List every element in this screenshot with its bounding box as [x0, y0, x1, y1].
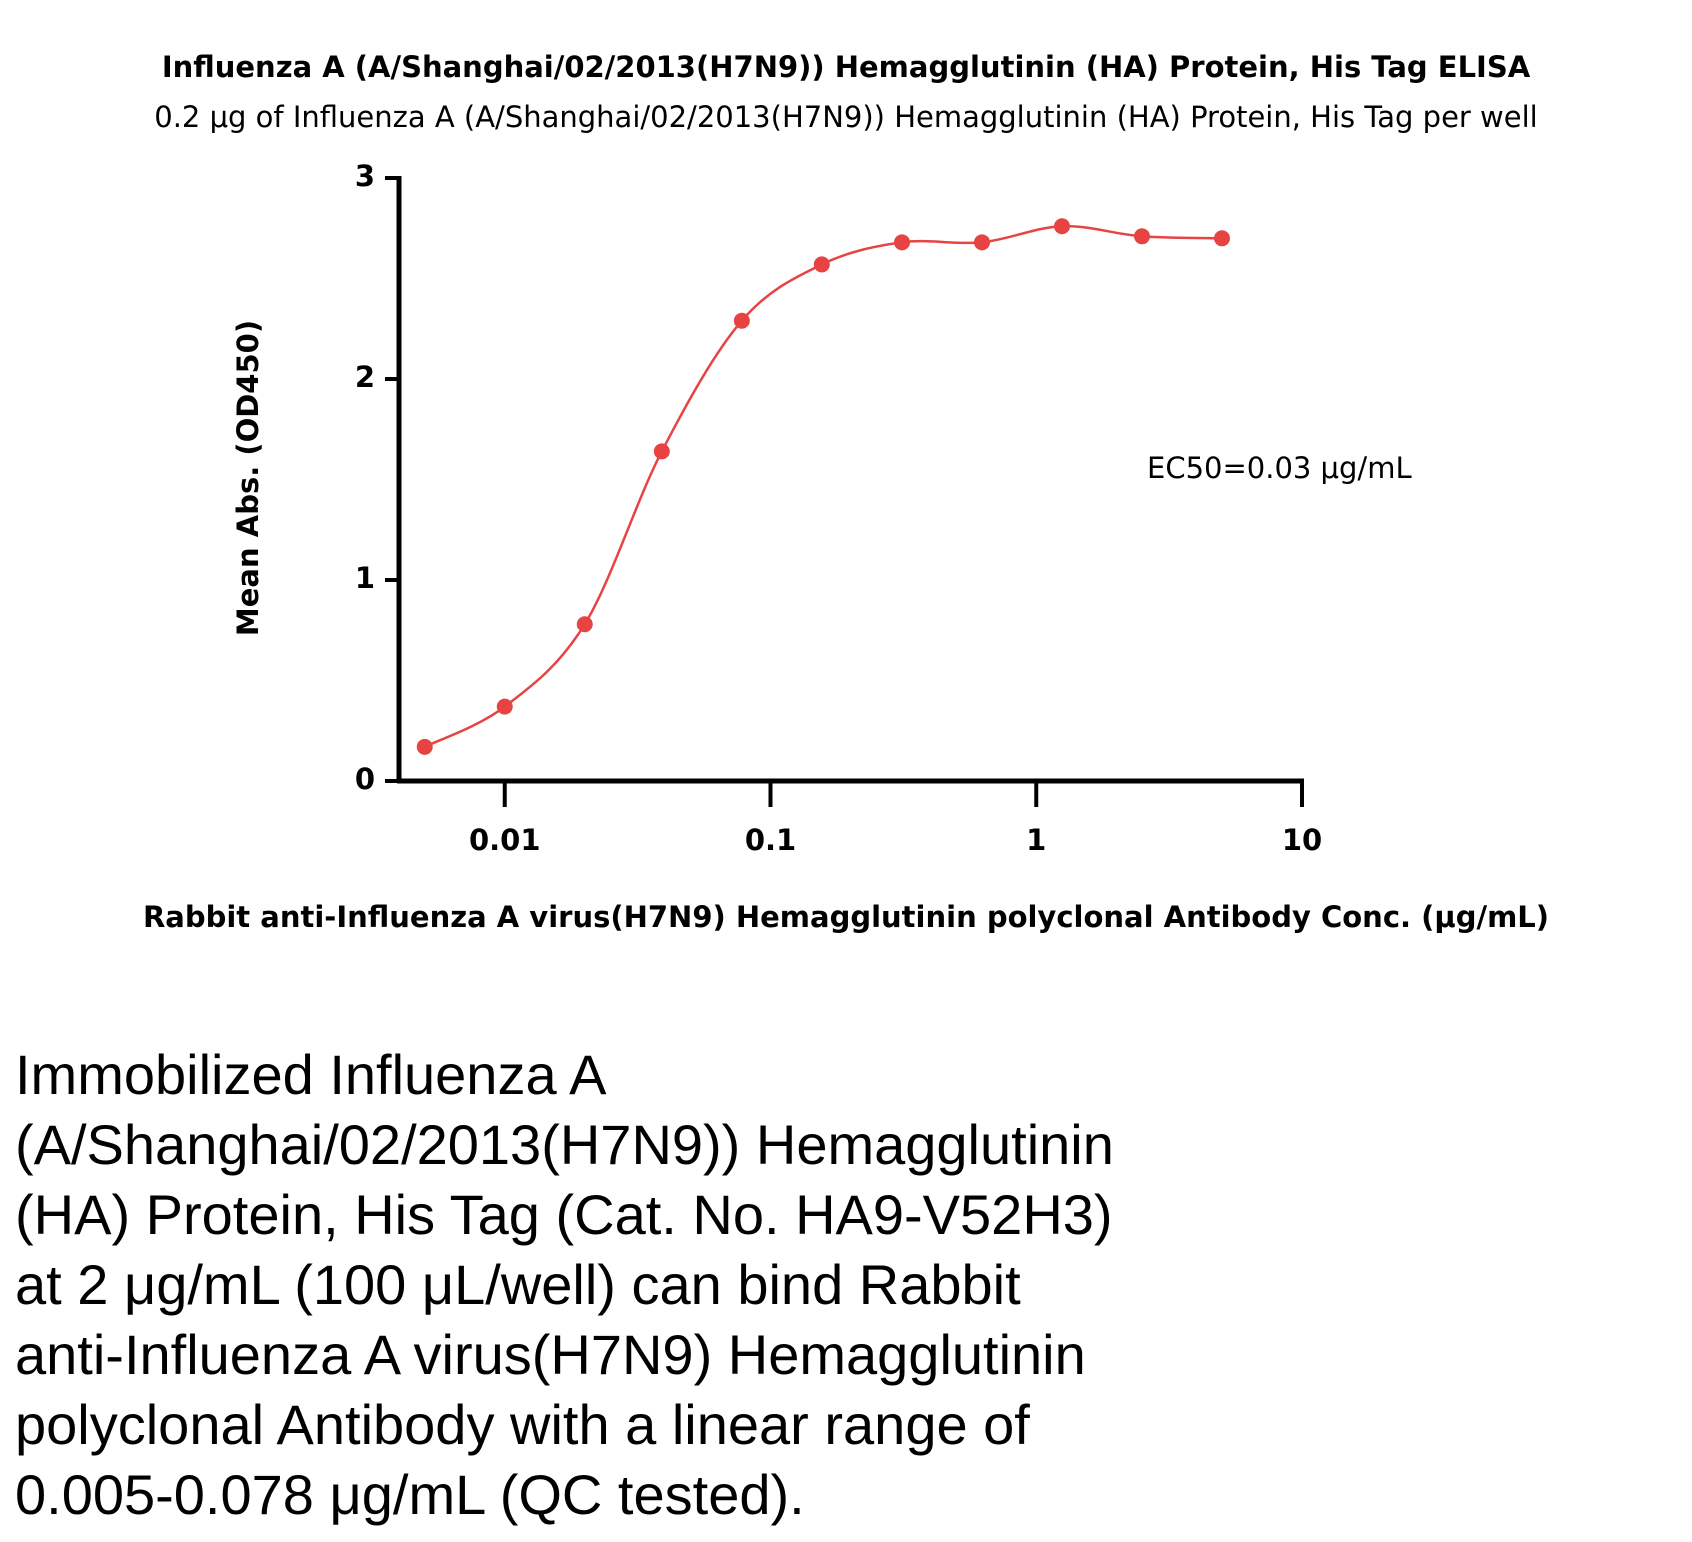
x-tick-label: 0.01 — [469, 823, 541, 857]
x-tick-label: 10 — [1282, 823, 1322, 857]
description: Immobilized Influenza A (A/Shanghai/02/20… — [15, 1040, 1114, 1530]
data-point — [1214, 230, 1231, 247]
x-tick-label: 1 — [1026, 823, 1046, 857]
description-line: (HA) Protein, His Tag (Cat. No. HA9-V52H… — [15, 1183, 1113, 1246]
data-point — [813, 256, 830, 273]
x-tick-label: 0.1 — [745, 823, 796, 857]
description-line: anti-Influenza A virus(H7N9) Hemagglutin… — [15, 1323, 1086, 1386]
chart-title: Influenza A (A/Shanghai/02/2013(H7N9)) H… — [162, 50, 1531, 84]
y-tick-label: 2 — [355, 360, 375, 394]
y-axis-label: Mean Abs. (OD450) — [231, 320, 265, 636]
data-point — [733, 312, 750, 329]
description-line: (A/Shanghai/02/2013(H7N9)) Hemagglutinin — [15, 1113, 1114, 1176]
description-line: polyclonal Antibody with a linear range … — [15, 1393, 1030, 1456]
description-line: at 2 μg/mL (100 μL/well) can bind Rabbit — [15, 1253, 1021, 1316]
data-point — [974, 234, 991, 251]
data-point — [894, 234, 911, 251]
chart-subtitle: 0.2 μg of Influenza A (A/Shanghai/02/201… — [154, 100, 1537, 134]
description-line: 0.005-0.078 μg/mL (QC tested). — [15, 1463, 805, 1526]
fit-curve — [424, 224, 1223, 748]
data-point — [1134, 228, 1151, 245]
chart: Influenza A (A/Shanghai/02/2013(H7N9)) H… — [143, 50, 1549, 934]
y-tick-label: 0 — [355, 762, 375, 796]
data-point — [416, 738, 433, 755]
x-axis-label: Rabbit anti-Influenza A virus(H7N9) Hema… — [143, 900, 1549, 934]
data-point — [653, 443, 670, 460]
data-point — [1054, 218, 1071, 235]
annotation: EC50=0.03 μg/mL — [1147, 451, 1412, 485]
data-point — [496, 698, 513, 715]
y-tick-label: 1 — [355, 561, 375, 595]
data-point — [576, 616, 593, 633]
description-line: Immobilized Influenza A — [15, 1043, 607, 1106]
y-tick-label: 3 — [355, 159, 375, 193]
